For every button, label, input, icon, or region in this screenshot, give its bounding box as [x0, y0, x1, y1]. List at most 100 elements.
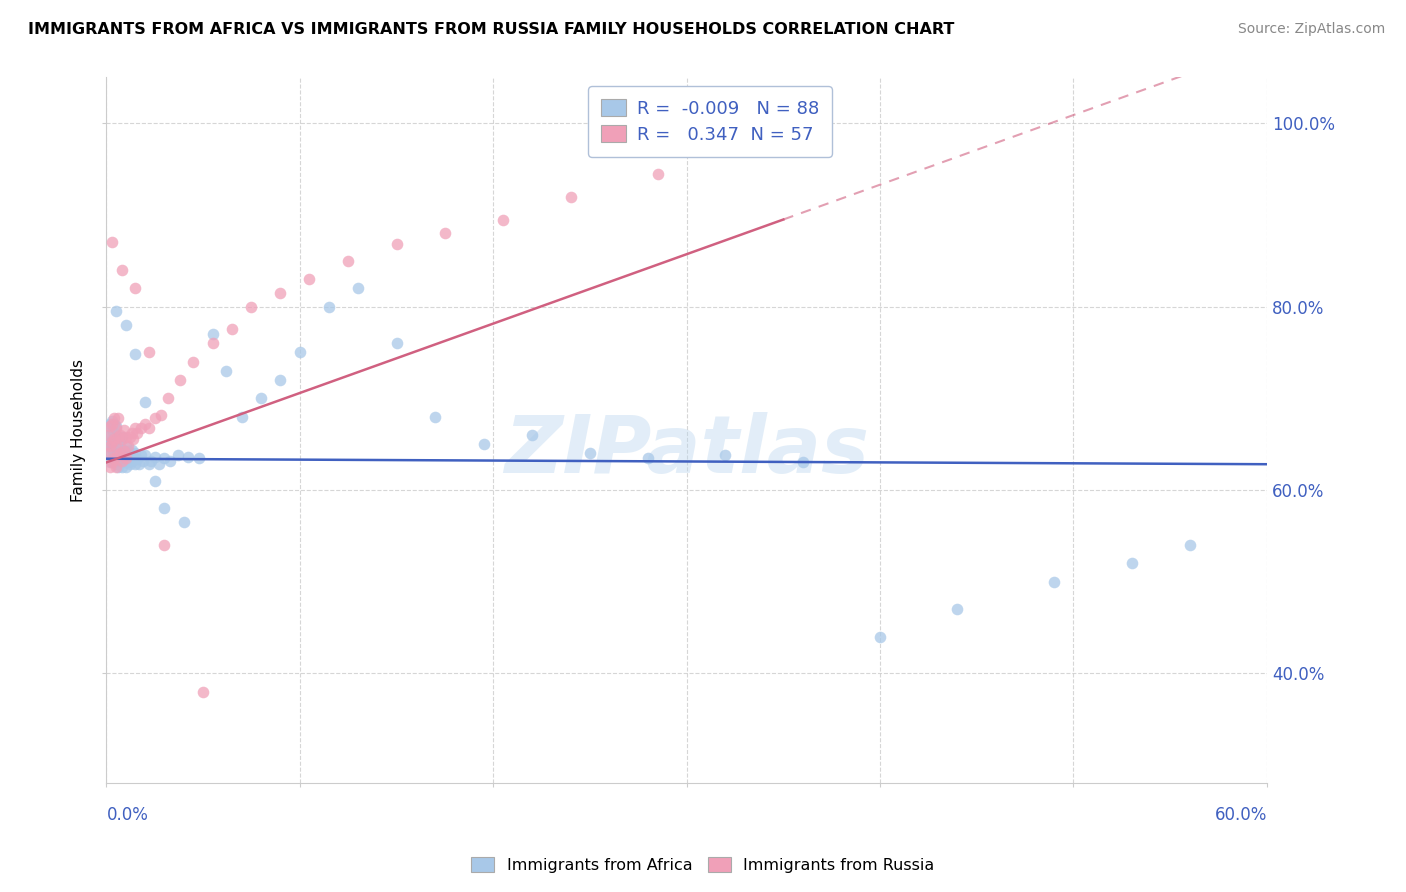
- Legend: Immigrants from Africa, Immigrants from Russia: Immigrants from Africa, Immigrants from …: [465, 851, 941, 880]
- Point: [139, 453, 162, 467]
- Text: IMMIGRANTS FROM AFRICA VS IMMIGRANTS FROM RUSSIA FAMILY HOUSEHOLDS CORRELATION C: IMMIGRANTS FROM AFRICA VS IMMIGRANTS FRO…: [28, 22, 955, 37]
- Point: [250, 391, 273, 405]
- Point: [117, 455, 139, 469]
- Point: [103, 455, 125, 469]
- Point: [148, 457, 170, 471]
- Point: [201, 327, 224, 342]
- Point: [149, 408, 172, 422]
- Point: [101, 235, 124, 250]
- Point: [201, 336, 224, 351]
- Point: [107, 460, 129, 475]
- Text: Source: ZipAtlas.com: Source: ZipAtlas.com: [1237, 22, 1385, 37]
- Point: [138, 420, 160, 434]
- Point: [108, 455, 131, 469]
- Point: [114, 439, 136, 453]
- Point: [108, 435, 131, 450]
- Point: [101, 435, 124, 450]
- Point: [117, 439, 139, 453]
- Point: [288, 345, 311, 359]
- Point: [112, 444, 135, 458]
- Point: [101, 414, 124, 428]
- Point: [112, 423, 135, 437]
- Point: [112, 444, 135, 458]
- Point: [134, 448, 156, 462]
- Y-axis label: Family Households: Family Households: [72, 359, 86, 502]
- Point: [176, 450, 198, 464]
- Point: [240, 300, 263, 314]
- Point: [107, 430, 129, 444]
- Point: [101, 450, 124, 465]
- Point: [103, 411, 125, 425]
- Point: [946, 602, 969, 616]
- Point: [101, 455, 124, 469]
- Point: [153, 450, 176, 465]
- Point: [269, 373, 291, 387]
- Point: [98, 460, 121, 475]
- Point: [111, 433, 134, 447]
- Point: [114, 450, 136, 465]
- Point: [132, 453, 155, 467]
- Point: [114, 318, 136, 332]
- Point: [385, 237, 408, 252]
- Point: [122, 450, 145, 464]
- Point: [98, 439, 121, 453]
- Point: [98, 417, 121, 431]
- Point: [101, 442, 124, 456]
- Text: ZIPatlas: ZIPatlas: [505, 412, 869, 491]
- Point: [101, 433, 124, 447]
- Point: [579, 446, 602, 460]
- Point: [105, 418, 128, 433]
- Point: [101, 417, 124, 431]
- Point: [98, 439, 121, 453]
- Point: [298, 272, 321, 286]
- Point: [105, 448, 128, 462]
- Point: [108, 446, 131, 460]
- Point: [103, 446, 125, 460]
- Point: [121, 453, 143, 467]
- Text: 60.0%: 60.0%: [1215, 806, 1267, 824]
- Point: [103, 425, 125, 440]
- Point: [143, 474, 166, 488]
- Point: [425, 409, 447, 424]
- Point: [346, 281, 368, 295]
- Point: [121, 442, 143, 457]
- Point: [105, 439, 128, 453]
- Point: [105, 457, 128, 471]
- Point: [153, 538, 176, 552]
- Point: [637, 450, 659, 465]
- Point: [112, 455, 135, 469]
- Point: [122, 433, 145, 447]
- Point: [111, 263, 134, 277]
- Point: [215, 364, 238, 378]
- Point: [337, 253, 360, 268]
- Point: [714, 448, 737, 462]
- Point: [105, 304, 128, 318]
- Point: [111, 442, 134, 456]
- Point: [107, 450, 129, 465]
- Point: [107, 411, 129, 425]
- Point: [188, 450, 211, 465]
- Point: [752, 144, 775, 158]
- Point: [103, 417, 125, 431]
- Point: [143, 450, 166, 464]
- Point: [124, 347, 146, 361]
- Point: [167, 448, 190, 462]
- Point: [111, 450, 134, 465]
- Point: [134, 417, 156, 431]
- Point: [1043, 574, 1066, 589]
- Point: [117, 444, 139, 458]
- Point: [103, 433, 125, 447]
- Point: [108, 428, 131, 442]
- Point: [231, 409, 253, 424]
- Point: [118, 457, 141, 471]
- Point: [97, 428, 120, 442]
- Point: [103, 437, 125, 451]
- Point: [169, 373, 191, 387]
- Text: 0.0%: 0.0%: [107, 806, 148, 824]
- Point: [105, 430, 128, 444]
- Point: [433, 226, 456, 240]
- Point: [792, 455, 814, 469]
- Point: [98, 418, 121, 433]
- Point: [520, 428, 543, 442]
- Point: [124, 457, 146, 471]
